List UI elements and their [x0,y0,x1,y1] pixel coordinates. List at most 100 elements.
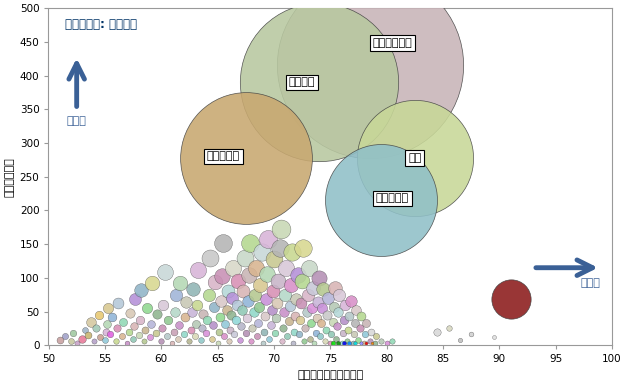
Point [136,287,146,293]
Point [280,291,290,298]
Point [339,316,349,323]
Point [252,333,262,339]
Point [268,288,278,294]
Point [343,327,353,333]
Point [130,296,140,303]
Point [271,315,281,321]
Point [94,312,104,318]
Point [292,272,302,278]
Point [54,337,64,343]
Point [274,278,284,284]
Point [160,269,170,275]
Point [320,338,330,344]
Point [255,282,265,288]
Point [215,314,225,320]
Point [326,339,336,346]
Point [314,275,324,281]
Point [281,265,291,271]
Point [111,338,121,344]
Point [185,327,195,333]
Point [227,295,237,301]
Point [113,300,123,306]
Point [241,155,251,161]
Point [365,62,375,68]
Point [193,266,203,273]
Point [339,339,349,346]
Point [118,319,128,325]
Point [302,309,312,315]
Point [140,338,150,344]
Point [360,331,370,338]
Point [220,321,230,327]
X-axis label: パテントスコア最高値: パテントスコア最高値 [297,370,363,380]
Point [140,327,150,333]
Point [322,312,332,318]
Point [466,331,476,338]
Point [202,316,212,323]
Point [147,280,157,286]
Text: 個別力: 個別力 [581,278,601,288]
Point [217,273,227,280]
Point [309,339,319,346]
Point [506,296,516,303]
Point [288,339,298,346]
Point [315,333,325,339]
Point [135,316,145,323]
Point [329,305,339,311]
Point [243,298,253,305]
Point [304,265,314,271]
Point [270,330,280,336]
Point [117,333,127,339]
Point [250,291,260,298]
Point [342,338,352,344]
Point [205,255,215,261]
Point [269,256,279,262]
Point [223,288,233,295]
Point [267,307,277,313]
Point [219,333,229,339]
Point [305,336,315,342]
Point [112,325,122,331]
Point [158,302,168,308]
Point [163,316,173,323]
Point [433,329,443,335]
Point [239,288,249,295]
Point [489,334,499,340]
Point [277,338,287,344]
Point [298,245,308,251]
Point [233,278,243,284]
Point [188,286,198,292]
Point [83,332,93,338]
Point [331,336,341,342]
Point [185,338,195,344]
Point [444,324,454,331]
Point [236,323,246,329]
Point [202,330,212,336]
Point [289,329,299,335]
Point [361,320,371,326]
Point [376,338,386,344]
Point [242,315,252,321]
Point [410,155,420,161]
Point [365,338,375,344]
Point [317,305,327,311]
Point [314,79,324,85]
Point [290,313,300,319]
Point [309,285,319,291]
Point [279,309,289,315]
Point [247,324,257,331]
Point [376,197,386,204]
Point [68,330,78,336]
Point [258,339,268,346]
Point [321,327,331,333]
Point [245,240,255,246]
Point [102,321,112,327]
Point [287,249,297,255]
Point [91,324,101,331]
Point [192,302,202,308]
Point [296,300,306,306]
Point [387,338,398,344]
Point [191,321,201,327]
Point [286,281,296,288]
Text: 島津製作所: 島津製作所 [207,151,240,162]
